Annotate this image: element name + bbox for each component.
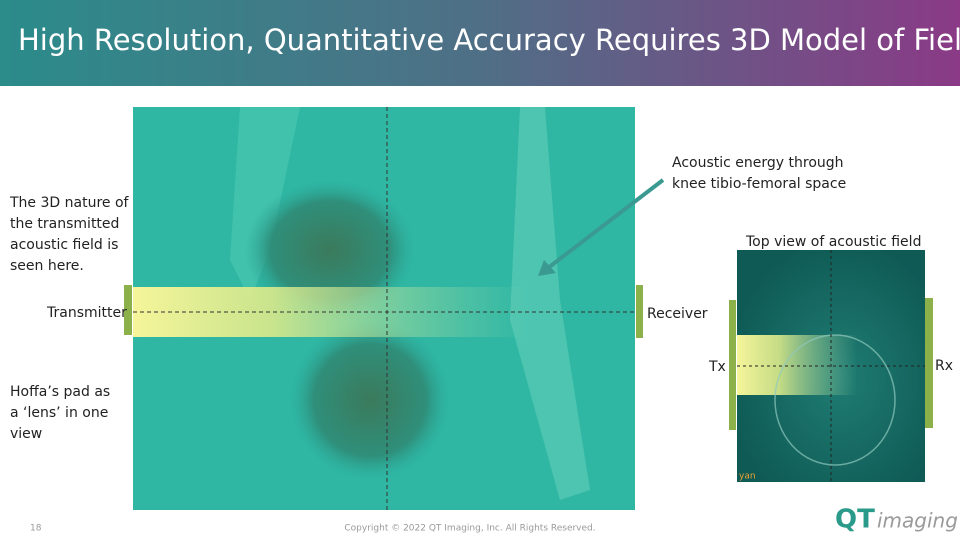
- annotation: knee tibio-femoral space: [672, 176, 846, 192]
- note-line: Hoffa’s pad as: [10, 384, 110, 400]
- note-line: a ‘lens’ in one: [10, 405, 108, 421]
- hoffa-note: Hoffa’s pad as a ‘lens’ in one view: [10, 384, 110, 442]
- copyright: Copyright © 2022 QT Imaging, Inc. All Ri…: [344, 524, 595, 534]
- logo-mark: QT: [835, 505, 875, 535]
- logo: QT imaging: [835, 505, 958, 535]
- note-line: seen here.: [10, 258, 84, 274]
- transmitter-label: Transmitter: [46, 305, 127, 321]
- arrow-head: [538, 260, 556, 276]
- tx-bar: [729, 300, 736, 430]
- logo-word: imaging: [877, 509, 958, 533]
- top-view-title: Top view of acoustic field: [745, 234, 921, 250]
- page-number: 18: [30, 524, 42, 534]
- receiver-label: Receiver: [647, 306, 708, 322]
- receiver-bar: [636, 285, 643, 338]
- note-line: The 3D nature of: [9, 195, 130, 211]
- tx-label: Tx: [708, 359, 726, 375]
- rx-bar: [925, 298, 933, 428]
- transmitter-bar: [124, 285, 132, 335]
- note-line: the transmitted: [10, 216, 119, 232]
- rx-label: Rx: [935, 358, 953, 374]
- main-image: [133, 107, 635, 510]
- annotation: Acoustic energy through: [672, 155, 844, 171]
- header-bar: [0, 0, 960, 86]
- arrow: [546, 178, 665, 270]
- field-note: The 3D nature of the transmitted acousti…: [9, 195, 130, 274]
- corner-tag: yan: [739, 472, 756, 482]
- title: High Resolution, Quantitative Accuracy R…: [18, 23, 960, 57]
- note-line: acoustic field is: [10, 237, 118, 253]
- top-view-image: yan: [737, 250, 925, 482]
- note-line: view: [10, 426, 42, 442]
